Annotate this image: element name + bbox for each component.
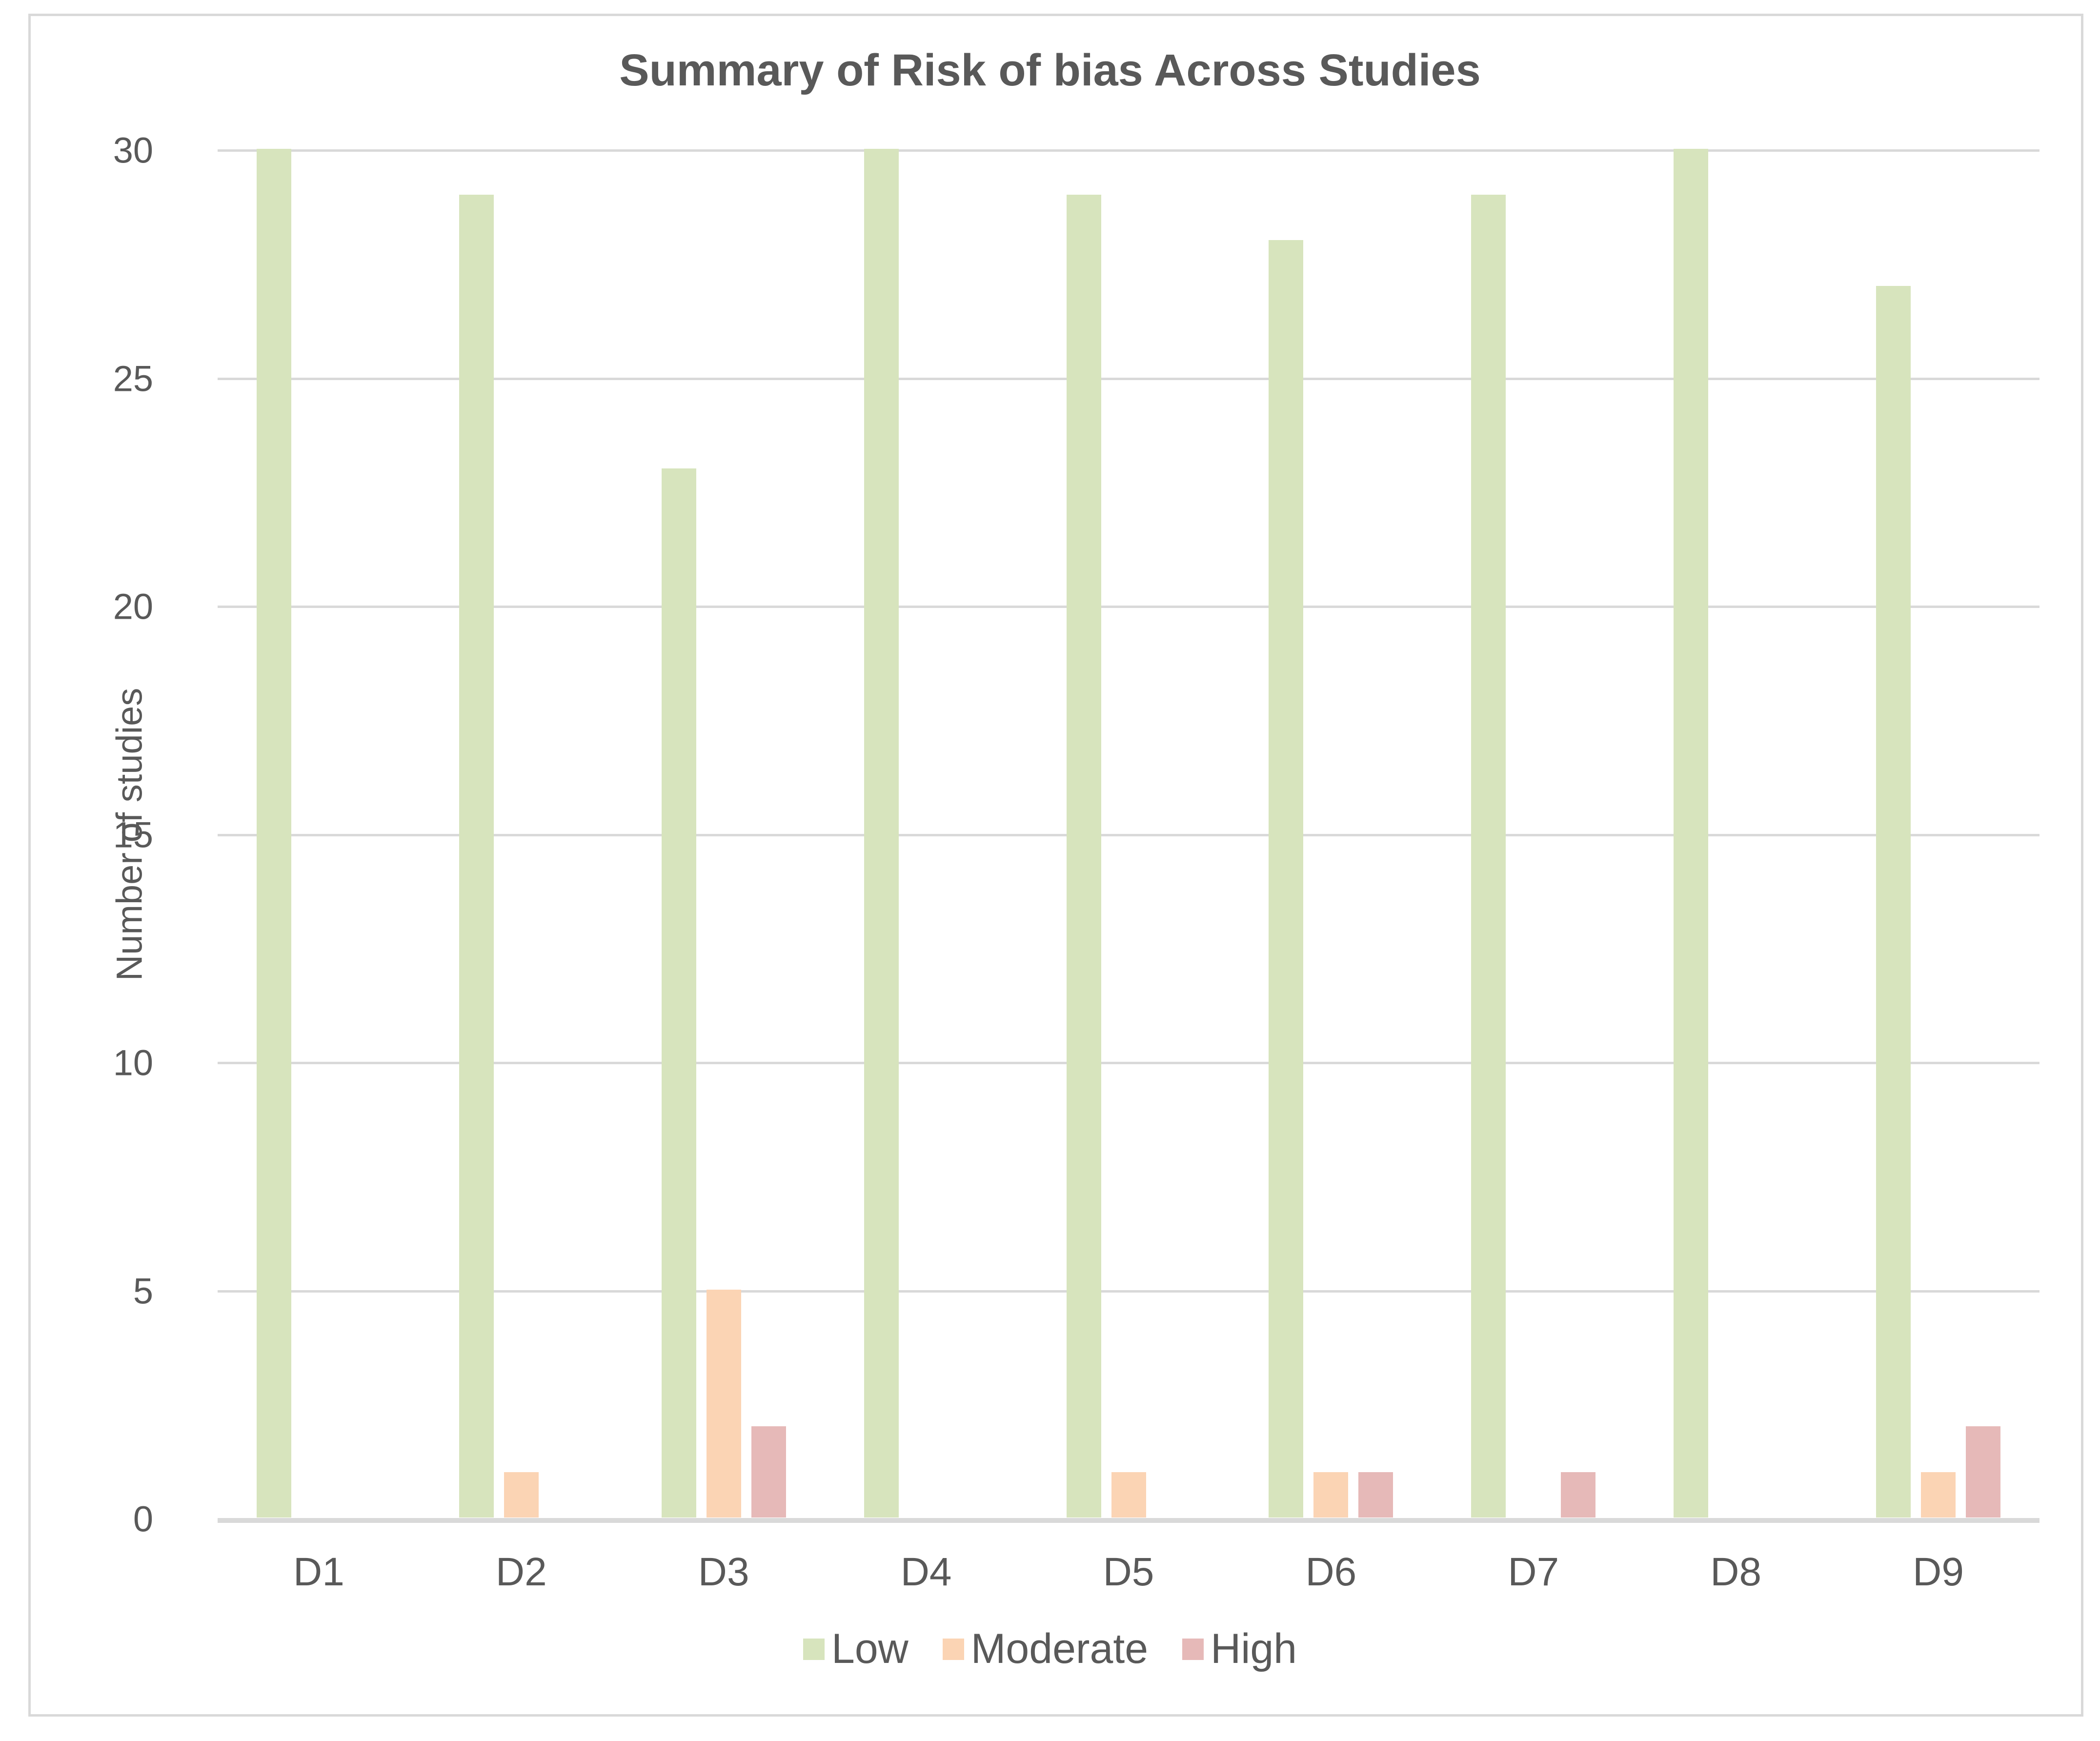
bar-d2-moderate <box>504 1472 539 1518</box>
x-tick-label: D7 <box>1508 1550 1559 1594</box>
y-tick-label: 10 <box>113 1042 153 1083</box>
legend-label: High <box>1211 1625 1297 1672</box>
bar-d8-low <box>1674 149 1709 1518</box>
x-axis-line <box>218 1518 2039 1523</box>
gridline <box>218 149 2039 152</box>
x-tick-label: D2 <box>495 1550 547 1594</box>
legend-item-moderate: Moderate <box>942 1625 1149 1673</box>
gridline <box>218 833 2039 836</box>
legend-item-low: Low <box>803 1625 909 1673</box>
bar-d9-high <box>1966 1426 2001 1518</box>
x-tick-label: D9 <box>1913 1550 1964 1594</box>
legend-label: Moderate <box>970 1625 1149 1672</box>
bar-d3-low <box>661 468 696 1518</box>
bar-d6-low <box>1269 240 1304 1518</box>
gridline <box>218 1290 2039 1293</box>
legend-swatch-icon <box>1182 1638 1204 1660</box>
x-tick-label: D8 <box>1710 1550 1762 1594</box>
gridline <box>218 1062 2039 1064</box>
gridline <box>218 377 2039 380</box>
bar-d9-moderate <box>1921 1472 1956 1518</box>
x-tick-label: D5 <box>1103 1550 1154 1594</box>
bar-d6-moderate <box>1313 1472 1349 1518</box>
bar-d3-moderate <box>706 1289 741 1518</box>
legend-swatch-icon <box>942 1638 964 1660</box>
y-tick-label: 25 <box>113 358 153 399</box>
chart-title: Summary of Risk of bias Across Studies <box>619 45 1481 95</box>
legend-swatch-icon <box>803 1638 825 1660</box>
y-tick-label: 20 <box>113 586 153 627</box>
x-tick-label: D6 <box>1305 1550 1357 1594</box>
legend: Low Moderate High <box>0 1625 2100 1673</box>
x-tick-label: D4 <box>900 1550 952 1594</box>
gridline <box>218 606 2039 608</box>
chart-frame <box>28 14 2083 1717</box>
x-tick-label: D3 <box>698 1550 749 1594</box>
bar-d9-low <box>1876 285 1911 1518</box>
legend-label: Low <box>831 1625 909 1672</box>
plot-area <box>218 149 2039 1523</box>
bar-d3-high <box>751 1426 786 1518</box>
bar-d1-low <box>256 149 291 1518</box>
y-tick-label: 5 <box>133 1271 153 1311</box>
y-tick-label: 15 <box>113 814 153 855</box>
x-tick-label: D1 <box>293 1550 344 1594</box>
bar-d4-low <box>864 149 899 1518</box>
y-tick-label: 30 <box>113 130 153 171</box>
y-tick-label: 0 <box>133 1498 153 1539</box>
bar-d5-moderate <box>1111 1472 1146 1518</box>
legend-item-high: High <box>1182 1625 1297 1673</box>
bar-d7-high <box>1561 1472 1596 1518</box>
bar-d7-low <box>1471 194 1506 1518</box>
bar-d2-low <box>459 194 494 1518</box>
bar-d5-low <box>1066 194 1101 1518</box>
bar-d6-high <box>1358 1472 1393 1518</box>
